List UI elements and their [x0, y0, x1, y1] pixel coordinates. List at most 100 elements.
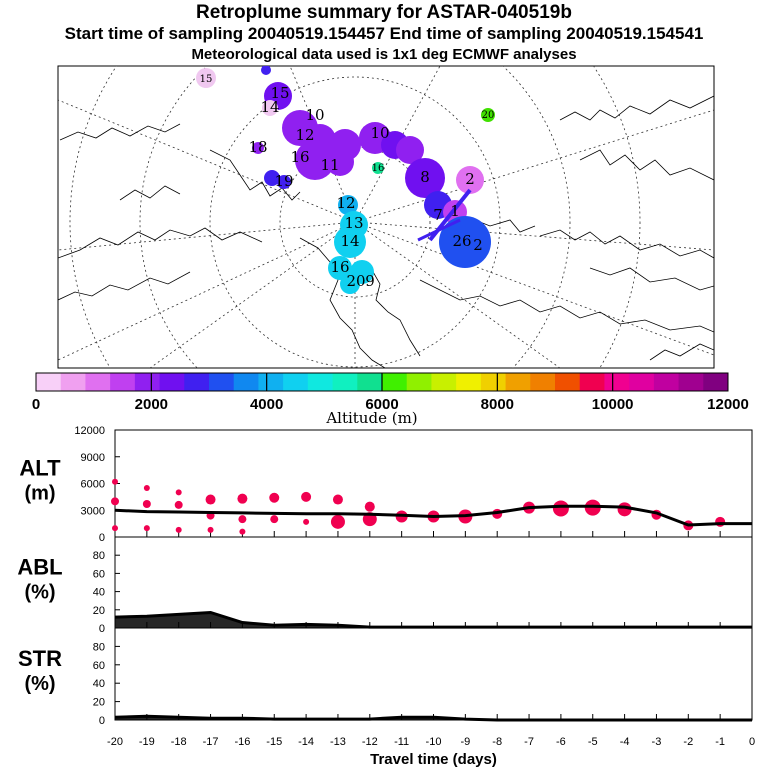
colorbar-tick-label: 4000	[250, 396, 283, 413]
cluster-point	[175, 489, 182, 496]
cluster-point	[239, 528, 246, 535]
cluster-point	[175, 526, 182, 533]
cluster-point	[237, 493, 248, 504]
map-day-label: 10	[305, 106, 324, 124]
map-day-label: 13	[344, 214, 363, 232]
cluster-point	[303, 518, 310, 525]
x-tick-label: -4	[620, 736, 630, 748]
map-day-label: 16	[372, 163, 385, 174]
colorbar-swatch	[134, 373, 161, 391]
y-tick-label: 0	[99, 623, 105, 635]
colorbar-swatch	[678, 373, 704, 391]
x-tick-label: -12	[362, 736, 378, 748]
panel-frame	[114, 627, 753, 721]
chart-title: Retroplume summary for ASTAR-040519b	[196, 2, 572, 23]
y-tick-label: 60	[93, 660, 105, 672]
panel-unit-str: (%)	[24, 673, 55, 695]
map-day-label: 8	[420, 168, 430, 186]
x-tick-label: -9	[460, 736, 470, 748]
map-day-label: 15	[270, 84, 289, 102]
x-tick-label: -8	[492, 736, 502, 748]
colorbar-swatch	[530, 373, 556, 391]
x-tick-label: -15	[266, 736, 282, 748]
colorbar-swatch	[332, 373, 358, 391]
altitude-colorbar: 0 2000 4000 6000 8000 10000 12000 Altitude (m)	[32, 372, 749, 427]
panel-label-str: STR	[18, 646, 62, 671]
colorbar-swatch	[307, 373, 334, 391]
time-series-panels: 030006000900012000ALT(m)020406080ABL(%)0…	[17, 425, 755, 768]
colorbar-swatch	[357, 373, 383, 391]
x-tick-label: -3	[652, 736, 662, 748]
colorbar-swatch	[653, 373, 680, 391]
cluster-point	[143, 484, 150, 491]
colorbar-swatch	[703, 373, 729, 391]
panel-abl: 0 20 40 60 80 ABL(%)	[17, 536, 753, 635]
colorbar-swatch	[209, 373, 235, 391]
colorbar-swatch	[233, 373, 259, 391]
panel-label-alt: ALT	[19, 456, 61, 481]
colorbar-swatch	[604, 373, 630, 391]
y-tick-label: 60	[93, 568, 105, 580]
map-day-label: 1	[450, 202, 460, 220]
colorbar-tick-label: 12000	[707, 396, 749, 413]
colorbar-swatch	[184, 373, 210, 391]
colorbar-swatch	[480, 373, 507, 391]
map-day-label: 11	[320, 156, 339, 174]
cluster-point	[552, 500, 569, 517]
x-tick-label: -11	[394, 736, 409, 748]
cluster-point	[205, 494, 216, 505]
colorbar-swatch	[110, 373, 136, 391]
cluster-point	[330, 514, 345, 529]
colorbar-tick-label: 8000	[481, 396, 514, 413]
panel-label-abl: ABL	[17, 555, 62, 580]
map-day-label: 12	[336, 194, 355, 212]
map-day-label: 12	[295, 126, 314, 144]
map-day-label: 7	[433, 206, 443, 224]
x-tick-label: -5	[588, 736, 598, 748]
panel-str: 0 20 40 60 80 STR(%)	[18, 627, 753, 727]
x-tick-label: -14	[298, 736, 314, 748]
colorbar-swatch	[579, 373, 605, 391]
y-tick-label: 0	[99, 532, 105, 544]
cluster-point	[143, 525, 150, 532]
panel-alt: 0 3000 6000 9000 12000 ALT(m)	[19, 425, 753, 544]
x-tick-label: -17	[203, 736, 219, 748]
map-day-label: 19	[274, 172, 293, 190]
y-tick-label: 0	[99, 715, 105, 727]
cluster-point	[364, 501, 375, 512]
cluster-point	[142, 500, 151, 509]
colorbar-swatch	[505, 373, 531, 391]
map-day-label: 9	[365, 272, 375, 290]
panel-unit-abl: (%)	[24, 582, 55, 604]
x-tick-label: -10	[426, 736, 442, 748]
x-tick-label: -1	[715, 736, 725, 748]
cluster-point	[715, 516, 726, 527]
x-tick-label: -16	[234, 736, 250, 748]
y-tick-label: 80	[93, 550, 105, 562]
cluster-point	[270, 515, 279, 524]
cluster-point	[269, 492, 280, 503]
colorbar-swatch	[555, 373, 581, 391]
colorbar-swatch	[382, 373, 408, 391]
panel-unit-alt: (m)	[24, 483, 55, 505]
x-tick-label: -13	[330, 736, 346, 748]
map-day-label: 15	[200, 74, 213, 85]
map-day-label: 14	[260, 98, 279, 116]
cluster-point	[111, 497, 119, 506]
y-tick-label: 80	[93, 641, 105, 653]
map-day-label: 16	[290, 148, 309, 166]
x-tick-label: -6	[556, 736, 566, 748]
colorbar-label: Altitude (m)	[325, 409, 417, 427]
plume-clusters	[196, 66, 495, 294]
sampling-time-line: Start time of sampling 20040519.154457 E…	[64, 24, 704, 43]
x-tick-label: -19	[139, 736, 155, 748]
map-graticule	[58, 66, 714, 368]
colorbar-swatch	[629, 373, 655, 391]
colorbar-swatch	[159, 373, 185, 391]
y-tick-label: 20	[93, 697, 105, 709]
colorbar-swatch	[85, 373, 111, 391]
map-day-label: 20	[346, 272, 365, 290]
